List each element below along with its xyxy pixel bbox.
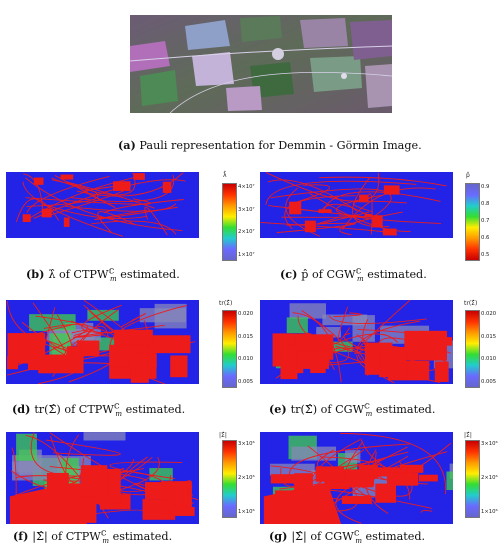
colorbar-title-f: |Σ̂| [219,432,227,439]
caption-text-g: |Σ̂| of CGW [291,530,354,543]
caption-e: (e) tr(Σ̂) of CGWℂm estimated. [269,402,435,418]
caption-sup-g: ℂ [353,529,360,538]
colorbar-tick-b: 4×10⁷ [238,184,255,190]
colorbar-tick-b: 3×10⁷ [238,206,255,213]
caption-d: (d) tr(Σ̂) of CTPWℂm estimated. [12,402,185,418]
caption-sub-f: m [102,537,110,546]
colorbar-d [222,310,237,388]
colorbar-g [465,440,480,518]
caption-tail-e: estimated. [372,403,436,416]
pauli-image [130,6,392,113]
colorbar-tick-g: 2×10⁶ [481,475,498,481]
colorbar-tick-f: 2×10⁶ [238,475,255,481]
caption-text-c: p̂ of CGW [301,268,356,281]
colorbar-tick-c: 0.7 [481,218,490,224]
caption-f: (f) |Σ̂| of CTPWℂm estimated. [13,529,172,545]
caption-text-f: |Σ̂| of CTPW [32,530,101,543]
colorbar-c [465,183,480,261]
caption-sub-g: m [355,537,362,546]
colorbar-tick-c: 0.9 [481,184,490,190]
map-d [6,300,199,384]
caption-letter-g: (g) [269,529,292,543]
colorbar-b [222,183,237,261]
caption-b: (b) λ̂ of CTPWℂm estimated. [26,267,180,283]
colorbar-tick-e: 0.005 [481,379,497,385]
caption-tail-g: estimated. [361,530,426,543]
caption-a: (a) Pauli representation for Demmin - Gö… [118,138,422,152]
colorbar-e [465,310,480,388]
colorbar-f [222,440,237,518]
caption-letter-f: (f) [13,529,33,543]
colorbar-tick-c: 0.6 [481,235,490,241]
caption-sub-b: m [110,275,117,284]
colorbar-tick-e: 0.020 [481,311,497,317]
caption-sup-d: ℂ [113,402,120,411]
colorbar-tick-c: 0.8 [481,201,490,207]
colorbar-title-c: p̂ [466,172,470,179]
caption-letter-c: (c) [280,267,302,281]
caption-sup-b: ℂ [108,267,115,276]
map-e [260,300,453,384]
caption-c: (c) p̂ of CGWℂm estimated. [280,267,427,283]
colorbar-tick-d: 0.015 [238,333,254,340]
colorbar-tick-b: 2×10⁷ [238,229,255,236]
colorbar-title-d: tr(Σ̂) [219,300,233,307]
colorbar-tick-g: 3×10⁶ [481,441,498,447]
caption-letter-e: (e) [269,402,291,416]
colorbar-tick-g: 1×10⁶ [481,509,498,515]
colorbar-tick-d: 0.005 [238,379,254,385]
colorbar-tick-c: 0.5 [481,252,490,258]
colorbar-tick-b: 1×10⁷ [238,252,255,258]
caption-tail-d: estimated. [122,403,186,416]
colorbar-tick-e: 0.015 [481,333,497,340]
caption-letter-b: (b) [26,267,49,281]
map-c [260,172,453,238]
caption-sup-e: ℂ [364,402,370,411]
colorbar-tick-f: 3×10⁶ [238,441,255,447]
map-f [6,432,199,524]
colorbar-title-b: λ̂ [223,172,227,179]
caption-sub-c: m [357,275,364,284]
caption-tail-f: estimated. [109,530,173,543]
caption-sup-f: ℂ [100,529,107,538]
colorbar-title-e: tr(Σ̂) [464,300,478,307]
colorbar-tick-f: 1×10⁶ [238,509,255,515]
caption-sup-c: ℂ [355,267,362,276]
caption-tail-b: estimated. [116,268,180,281]
caption-text-d: tr(Σ̂) of CTPW [34,403,114,416]
caption-g: (g) |Σ̂| of CGWℂm estimated. [269,529,425,545]
caption-tail-c: estimated. [363,268,427,281]
caption-letter-d: (d) [12,402,35,416]
colorbar-tick-e: 0.010 [481,356,497,363]
caption-text-b: λ̂ of CTPW [48,268,109,281]
map-g [260,432,453,524]
caption-sub-d: m [115,410,123,419]
colorbar-title-g: |Σ̂| [464,432,472,439]
map-b [6,172,199,238]
caption-sub-e: m [365,410,373,419]
colorbar-tick-d: 0.010 [238,356,254,363]
colorbar-tick-d: 0.020 [238,311,254,317]
caption-a-text: Pauli representation for Demmin - Görmin… [139,139,422,152]
caption-a-letter: (a) [118,138,136,152]
caption-text-e: tr(Σ̂) of CGW [290,403,365,416]
